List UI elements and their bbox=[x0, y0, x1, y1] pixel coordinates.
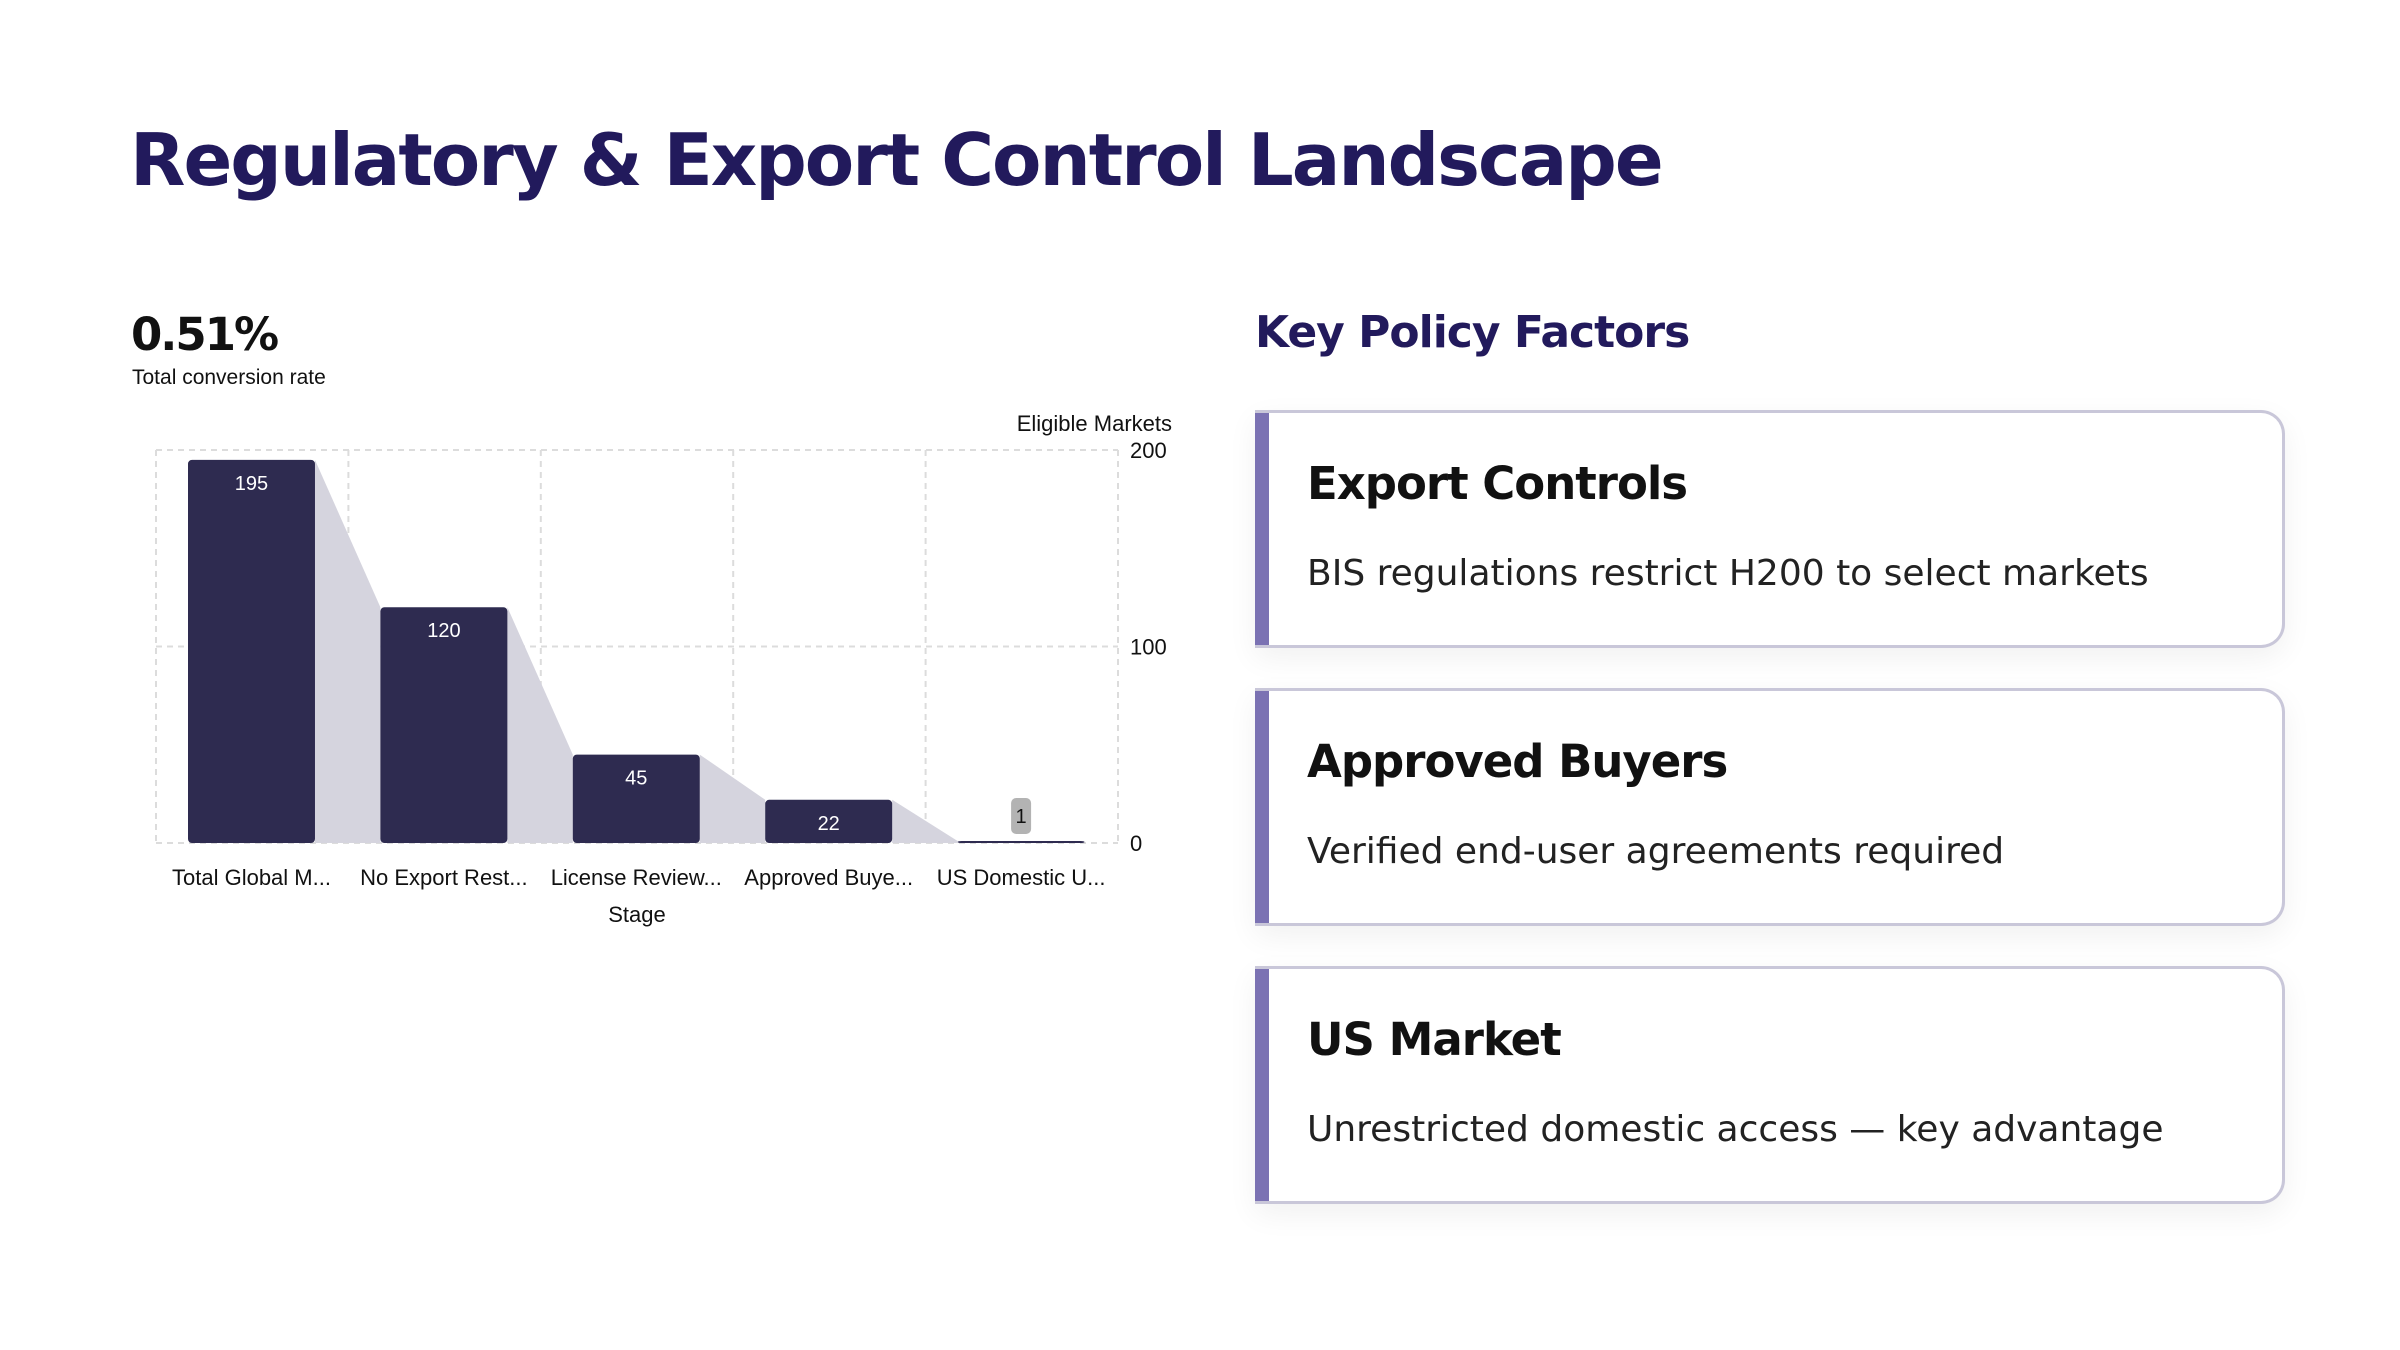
y-tick-label: 200 bbox=[1130, 438, 1167, 463]
kpi-value: 0.51% bbox=[131, 308, 279, 361]
card-accent-bar bbox=[1255, 691, 1269, 923]
x-tick-label: No Export Rest... bbox=[360, 865, 528, 890]
bar[interactable] bbox=[380, 607, 508, 843]
x-axis-label: Stage bbox=[608, 902, 666, 927]
policy-card-export-controls: Export Controls BIS regulations restrict… bbox=[1255, 410, 2285, 648]
funnel-connectors bbox=[314, 459, 958, 843]
x-tick-label: License Review... bbox=[551, 865, 722, 890]
card-title: US Market bbox=[1307, 1013, 1562, 1066]
bar[interactable] bbox=[572, 754, 700, 843]
kpi-label: Total conversion rate bbox=[132, 366, 326, 389]
bar-value-badge bbox=[1011, 798, 1032, 834]
key-policy-heading: Key Policy Factors bbox=[1255, 307, 1690, 358]
bar-value-label: 45 bbox=[625, 768, 647, 790]
x-tick-label: US Domestic U... bbox=[937, 865, 1106, 890]
card-description: BIS regulations restrict H200 to select … bbox=[1307, 553, 2149, 594]
policy-card-approved-buyers: Approved Buyers Verified end-user agreem… bbox=[1255, 688, 2285, 926]
bar[interactable] bbox=[957, 841, 1085, 843]
funnel-connector bbox=[507, 607, 573, 843]
funnel-bar-chart: 195 120 45 22 1 Total Global M... No Export R… bbox=[155, 411, 1172, 927]
bar[interactable] bbox=[188, 459, 315, 843]
bar-value-label: 1 bbox=[1016, 806, 1027, 828]
y-tick-label: 100 bbox=[1130, 635, 1167, 660]
funnel-connector bbox=[699, 754, 766, 843]
card-title: Export Controls bbox=[1307, 457, 1688, 510]
bar-value-label: 195 bbox=[235, 473, 268, 495]
bar-value-label: 22 bbox=[818, 813, 840, 835]
card-description: Unrestricted domestic access — key advan… bbox=[1307, 1109, 2164, 1150]
y-axis-label: Eligible Markets bbox=[1017, 411, 1172, 436]
chart-axes: Total Global M... No Export Rest... Licens… bbox=[172, 411, 1172, 927]
page-title: Regulatory & Export Control Landscape bbox=[130, 118, 1664, 202]
policy-card-us-market: US Market Unrestricted domestic access —… bbox=[1255, 966, 2285, 1204]
bar-series bbox=[188, 459, 1085, 843]
y-tick-label: 0 bbox=[1130, 831, 1142, 856]
card-accent-bar bbox=[1255, 969, 1269, 1201]
card-title: Approved Buyers bbox=[1307, 735, 1728, 788]
data-labels: 195 120 45 22 1 bbox=[235, 473, 1032, 835]
card-description: Verified end-user agreements required bbox=[1307, 831, 2005, 872]
x-tick-label: Total Global M... bbox=[172, 865, 331, 890]
card-accent-bar bbox=[1255, 413, 1269, 645]
bar-value-label: 120 bbox=[427, 620, 460, 642]
bar[interactable] bbox=[765, 799, 893, 843]
x-tick-label: Approved Buye... bbox=[744, 865, 913, 890]
funnel-connector bbox=[314, 459, 381, 843]
funnel-connector bbox=[892, 799, 958, 843]
